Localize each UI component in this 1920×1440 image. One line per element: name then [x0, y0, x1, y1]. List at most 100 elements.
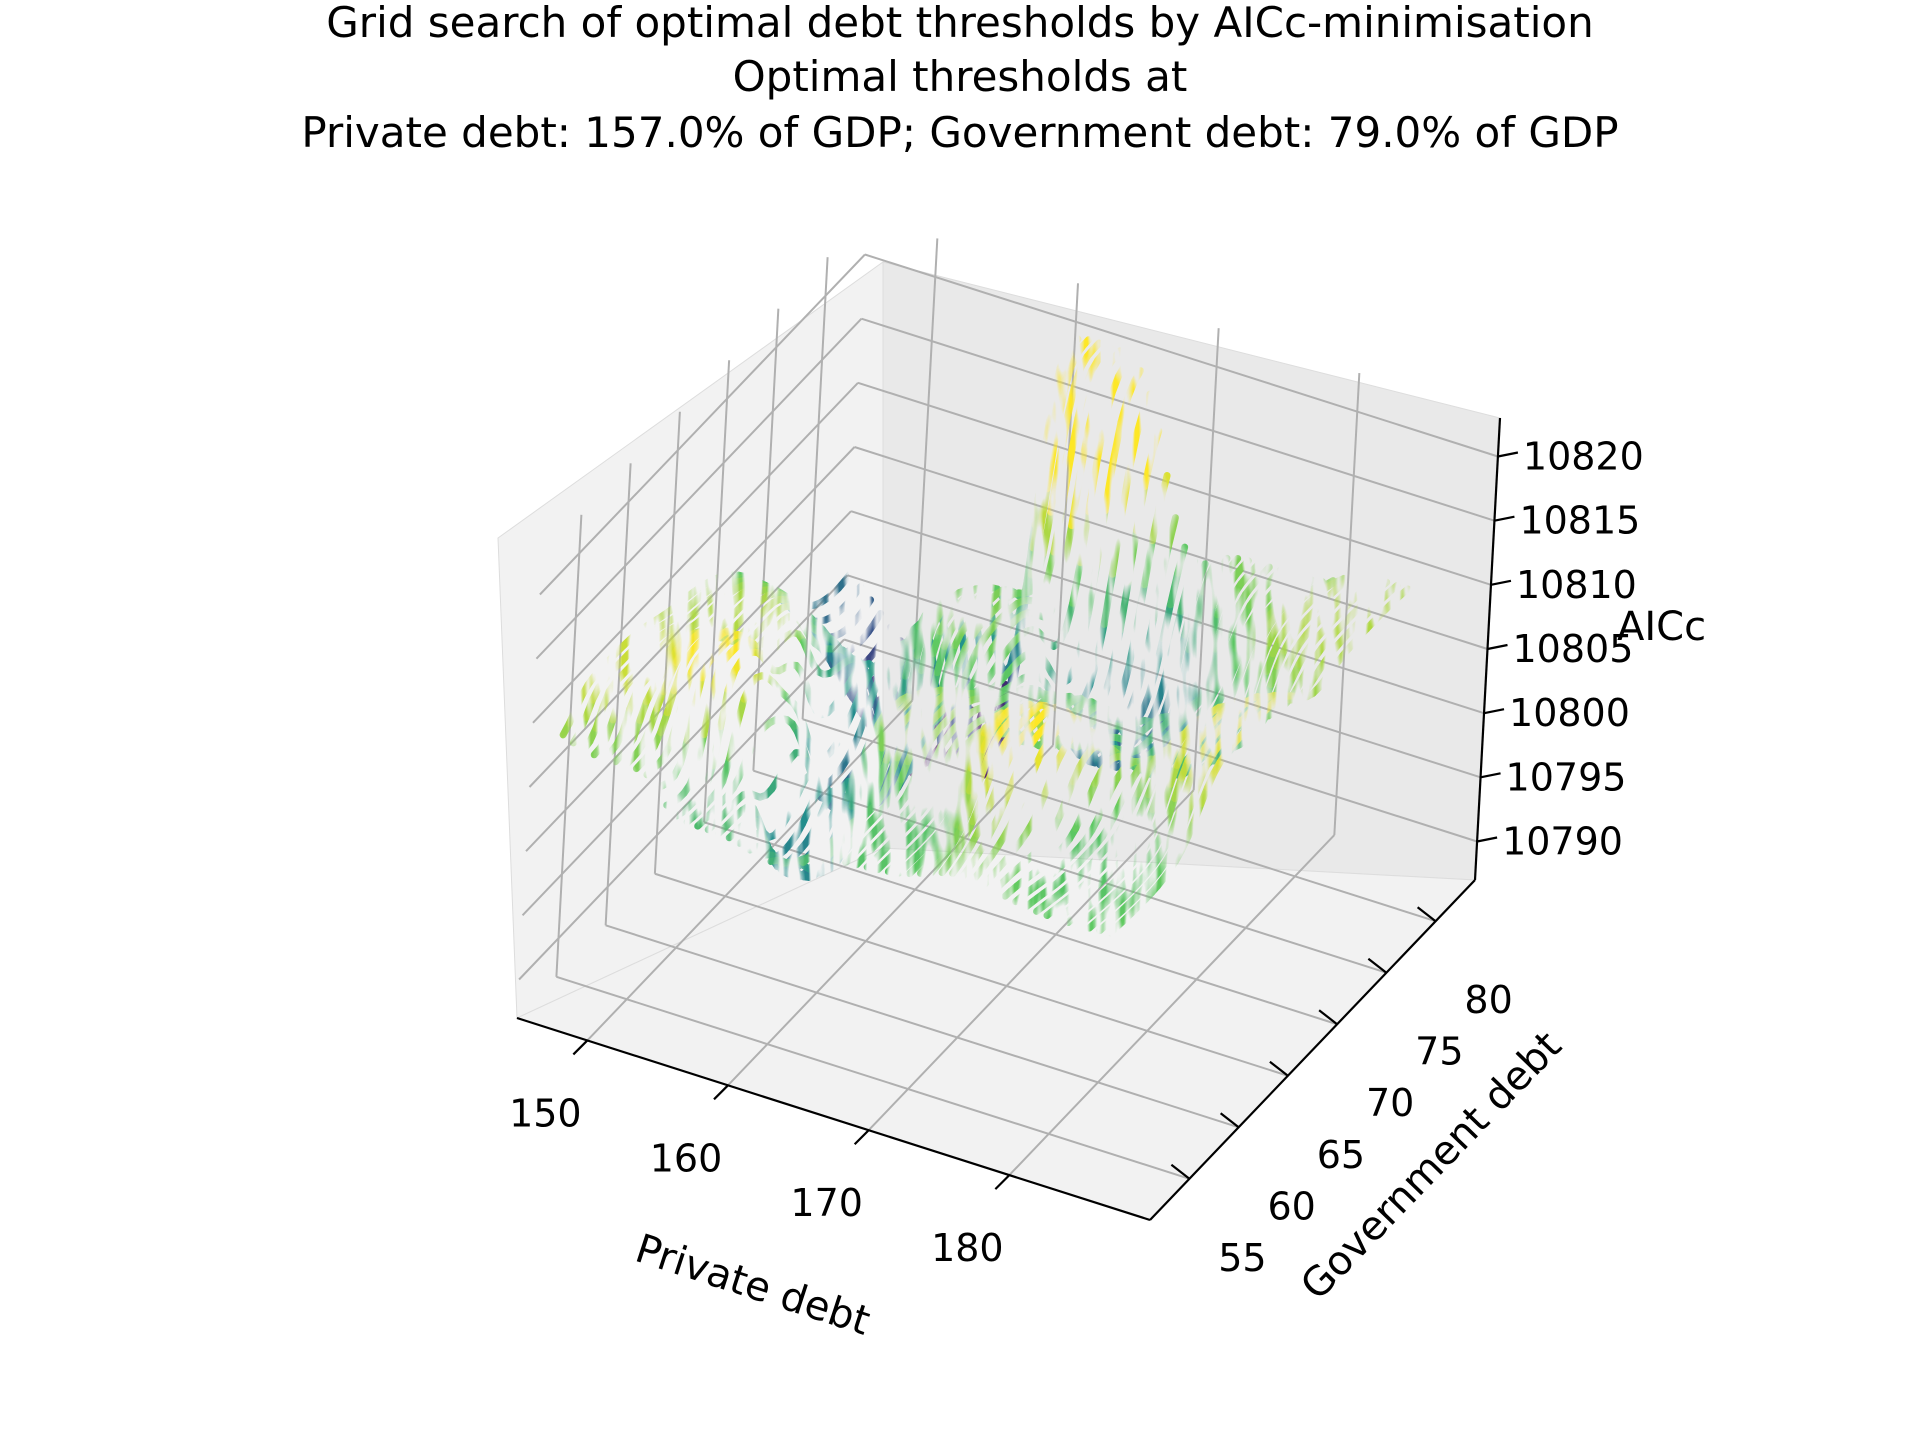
surface-segment — [1117, 466, 1133, 523]
surface-segment — [1051, 391, 1067, 441]
y-tick — [1219, 1112, 1240, 1129]
x-tick-label: 170 — [790, 1181, 863, 1225]
surface-segment — [1093, 620, 1108, 665]
surface-segment — [955, 766, 970, 795]
surface-segment — [1101, 389, 1116, 424]
surface-segment — [1029, 486, 1046, 552]
y-tick-label: 70 — [1366, 1081, 1414, 1125]
x-axis-label: Private debt — [630, 1226, 876, 1345]
surface-segment — [967, 744, 982, 772]
surface-segment — [1117, 393, 1132, 426]
surface-segment — [1204, 645, 1219, 677]
surface-segment — [1062, 599, 1077, 634]
gridline-floor-y — [654, 872, 1289, 1077]
surface-segment — [913, 627, 928, 660]
surface-segment — [1109, 418, 1125, 464]
surface-segment — [1116, 578, 1132, 634]
surface-segment — [1206, 557, 1220, 578]
surface-segment — [1047, 382, 1063, 434]
surface-segment — [871, 610, 885, 627]
surface-segment — [1063, 382, 1078, 422]
surface-segment — [1074, 385, 1089, 422]
surface-segment — [929, 628, 944, 658]
surface-segment — [1110, 347, 1124, 361]
surface-segment — [1249, 560, 1263, 574]
y-tick — [1170, 1163, 1191, 1180]
surface-segment — [726, 721, 741, 762]
surface-segment — [1053, 565, 1068, 602]
surface-segment — [861, 596, 875, 613]
gridline-back-z — [861, 317, 1495, 522]
surface-segment — [1108, 515, 1125, 578]
x-tick — [572, 1039, 589, 1056]
surface-segment — [1038, 427, 1055, 494]
y-tick-label: 75 — [1415, 1030, 1463, 1074]
surface-segment — [879, 671, 893, 702]
z-tick — [1494, 515, 1515, 522]
surface-segment — [709, 723, 725, 770]
surface-segment — [1207, 611, 1221, 645]
surface-segment — [866, 738, 881, 776]
surface-segment — [1377, 578, 1391, 591]
x-axis-line — [516, 1016, 1151, 1222]
surface-segment — [1125, 430, 1141, 474]
x-tick — [713, 1084, 729, 1101]
gridline-floor-y — [556, 975, 1190, 1180]
y-tick — [1269, 1060, 1289, 1077]
surface-segment — [1217, 554, 1231, 572]
surface-segment — [966, 766, 980, 795]
surface-segment — [1043, 548, 1058, 586]
surface-segment — [717, 686, 732, 731]
gridline-floor-x — [867, 789, 1195, 1131]
surface-segment — [676, 737, 691, 768]
surface-segment — [1181, 601, 1196, 639]
surface-segment — [1356, 574, 1369, 585]
surface-segment — [1159, 601, 1174, 643]
surface-segment — [1089, 339, 1103, 353]
z-tick-label: 10815 — [1519, 499, 1640, 543]
y-tick-label: 80 — [1464, 978, 1512, 1022]
surface-segment — [843, 772, 858, 802]
surface-segment — [691, 674, 706, 711]
surface-segment — [1188, 578, 1203, 609]
z-tick-label: 10790 — [1502, 820, 1623, 864]
surface-segment — [1084, 562, 1100, 617]
surface-segment — [855, 747, 870, 780]
z-tick-label: 10820 — [1523, 435, 1644, 479]
gridline-left-z — [539, 253, 866, 596]
surface-segment — [1182, 655, 1198, 695]
z-tick-label: 10800 — [1509, 691, 1630, 735]
surface-segment — [674, 690, 689, 725]
surface-segment — [1125, 625, 1140, 671]
z-tick-label: 10810 — [1516, 563, 1637, 607]
surface-segment — [871, 744, 886, 779]
surface-segment — [897, 638, 911, 667]
surface-segment — [1032, 550, 1047, 585]
surface-segment — [1058, 456, 1074, 513]
surface-segment — [1211, 622, 1226, 653]
surface-segment — [917, 635, 933, 675]
surface-segment — [1093, 507, 1109, 570]
surface-segment — [1077, 610, 1092, 651]
surface-segment — [1170, 607, 1185, 647]
surface-segment — [1185, 614, 1200, 654]
surface-segment — [609, 694, 624, 724]
surface-segment — [1100, 343, 1114, 357]
gridline-back-z — [864, 253, 1499, 458]
surface-segment — [592, 704, 607, 732]
surface-segment — [1199, 637, 1214, 674]
surface-segment — [1050, 505, 1066, 556]
surface-segment — [1302, 576, 1316, 590]
surface-segment — [1171, 678, 1186, 712]
chart-title-line-3: Private debt: 157.0% of GDP; Government … — [301, 108, 1619, 157]
surface-segment — [733, 695, 748, 729]
surface-segment — [1281, 570, 1294, 584]
surface-segment — [1076, 508, 1093, 567]
gridline-floor-x — [1008, 834, 1336, 1176]
z-tick-label: 10805 — [1513, 627, 1634, 671]
z-axis-label: AICc — [1617, 604, 1706, 650]
surface-segment — [1197, 595, 1212, 630]
y-tick — [1416, 906, 1437, 923]
surface-segment — [1187, 662, 1202, 699]
